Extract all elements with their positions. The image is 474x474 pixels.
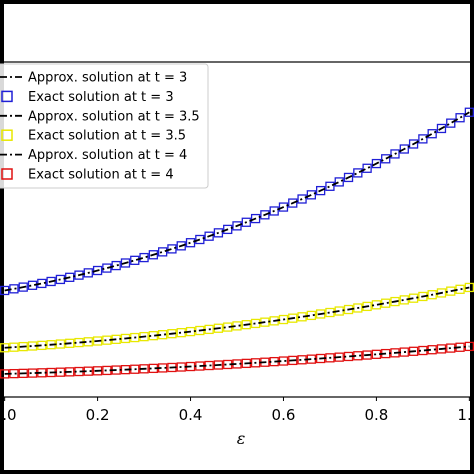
axes-frame [0,61,474,398]
legend-swatch-3 [1,129,13,141]
plot-area [0,61,474,398]
series-1-marker [408,139,419,149]
series-1-marker [74,270,84,280]
legend-label-4: Approx. solution at t = 4 [28,148,187,163]
series-3-marker [92,336,103,346]
legend-label-1: Exact solution at t = 3 [28,90,174,105]
series-1-marker [362,163,372,173]
series-2-line [4,286,470,349]
series-1-marker [185,238,196,248]
legend-swatch-1 [1,90,13,103]
series-1-marker [343,172,354,183]
x-tick-label: 0.4 [179,406,203,424]
legend-label-3: Exact solution at t = 3.5 [28,129,186,144]
series-1-marker [120,258,131,268]
series-3-marker [390,296,400,307]
series-1-marker [325,181,335,191]
series-1-marker [167,244,177,254]
legend-box [0,63,209,189]
series-1-marker [18,282,28,292]
series-1-marker [260,210,270,220]
series-1-marker [195,234,205,245]
series-1-marker [130,255,140,265]
series-4-line [4,345,470,375]
x-tick-label: 0.2 [86,406,110,424]
series-1-marker [381,154,391,164]
legend-label-5: Exact solution at t = 4 [28,168,174,183]
series-1-marker [390,149,400,159]
x-axis: 0.0 0.2 0.4 0.6 0.8 1.0 [0,397,474,424]
x-tick-label: 0.8 [364,406,388,424]
series-1-marker [213,228,224,238]
series-1-marker [334,177,344,187]
series-1-marker [148,250,159,260]
series-1-marker [139,252,149,263]
series-1-marker [223,224,233,235]
x-tick-label: 0.0 [0,406,17,424]
series-1-marker [176,241,186,251]
series-5-marker [213,360,224,370]
legend: Approx. solution at t = 3 Exact solution … [0,63,209,189]
series-1-marker [418,134,428,144]
series-1-marker [111,260,121,271]
series-1-marker [83,268,93,278]
series-0-line [4,111,470,292]
x-axis-label: ε [237,429,246,448]
series-3-marker [18,341,28,352]
series-1-marker [371,158,382,169]
series-1-marker [232,221,242,231]
series-1-marker [250,213,261,224]
series-1-marker [157,247,168,257]
series-1-marker [241,217,251,227]
series-1-marker [297,194,307,204]
legend-label-2: Approx. solution at t = 3.5 [28,109,200,124]
series-1-marker [204,231,214,241]
series-1-marker [446,118,456,128]
series-1-marker [353,168,363,178]
series-1-marker [464,107,474,117]
series-1-marker [102,263,112,273]
series-1-marker [399,144,409,154]
series-1-marker [288,198,298,208]
series-5-marker [288,355,298,366]
series-1-marker [315,185,326,196]
legend-label-0: Approx. solution at t = 3 [28,71,187,86]
series-5-marker [18,368,28,379]
series-1-marker [269,206,279,216]
x-tick-label: 0.6 [272,406,296,424]
series-1-marker [306,190,317,200]
series-1-marker [455,113,465,123]
series-1-marker [92,265,103,276]
series-1-marker [427,129,437,139]
x-tick-label: 1.0 [457,406,474,424]
legend-swatch-5 [1,168,13,180]
series-1-marker [436,123,447,134]
series-1-marker [278,202,289,212]
